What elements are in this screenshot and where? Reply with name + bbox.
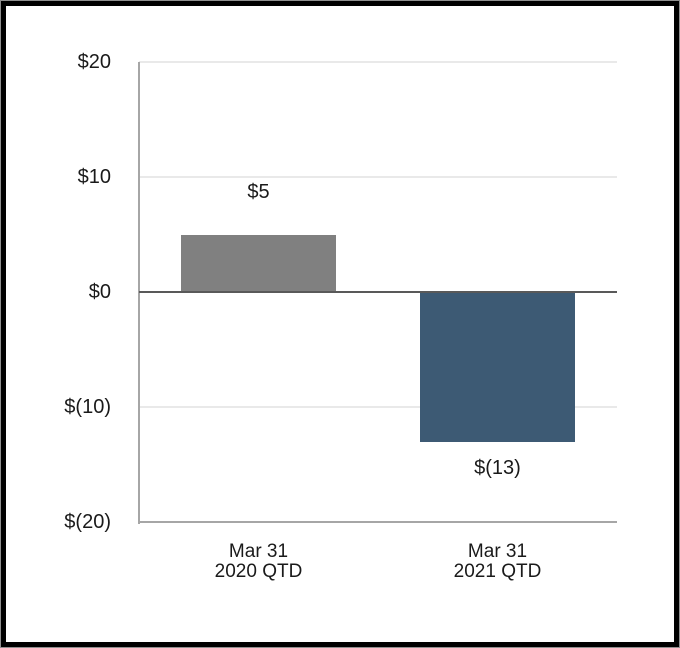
value-label: $(13) [474,456,521,479]
chart-bar-1 [181,234,336,292]
gridline [139,406,617,408]
y-tick-label: $(20) [64,511,111,533]
category-label: Mar 31 2020 QTD [159,542,359,582]
category-label: Mar 31 2021 QTD [398,542,598,582]
y-tick-label: $(10) [64,396,111,418]
y-tick-label: $20 [77,51,111,73]
value-label: $5 [247,180,270,203]
gridline [139,61,617,63]
chart-bar-2 [420,292,575,442]
y-tick-label: $10 [77,166,111,188]
category-label-line: 2020 QTD [214,561,303,582]
category-label-line: 2021 QTD [453,561,542,582]
x-axis-line [139,521,617,523]
zero-line [139,291,617,293]
gridline [139,176,617,178]
category-label-line: Mar 31 [467,541,528,562]
category-label-line: Mar 31 [228,541,289,562]
y-tick-label: $0 [88,281,111,303]
y-axis-line [138,62,140,524]
